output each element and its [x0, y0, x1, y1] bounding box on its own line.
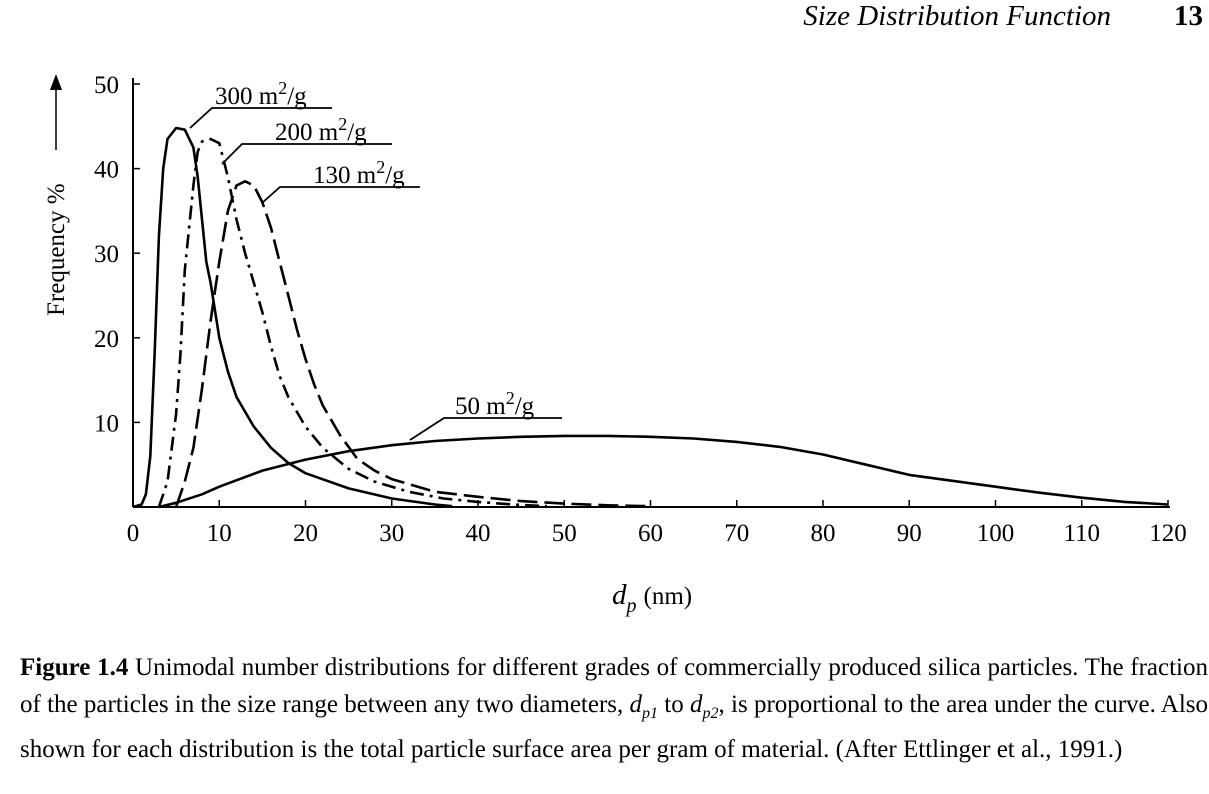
curve-label: 200 m2/g: [275, 114, 367, 146]
leader-line: [261, 186, 420, 204]
curve-label-sup: 2: [376, 157, 385, 177]
curve-label: 50 m2/g: [455, 388, 535, 420]
curve-label-sup: 2: [278, 78, 287, 98]
x-axis-label-sub: p: [625, 595, 637, 617]
x-tick-label: 70: [724, 520, 749, 547]
caption-sub-1: p1: [642, 704, 659, 722]
curve-label-sup: 2: [338, 114, 347, 134]
caption-sub-2: p2: [702, 704, 719, 722]
figure-label: Figure 1.4: [20, 654, 129, 681]
running-title: Size Distribution Function: [803, 0, 1111, 32]
x-tick-label: 10: [207, 520, 232, 547]
leader-line: [221, 143, 392, 165]
x-tick-label: 30: [379, 520, 404, 547]
chart-curves: [132, 126, 1169, 509]
x-axis-label-unit: (nm): [644, 583, 693, 610]
y-tick-label: 10: [94, 410, 119, 437]
y-tick-label: 40: [94, 157, 119, 184]
caption-var-1: d: [629, 690, 643, 718]
x-axis-label: dp (nm): [612, 579, 692, 617]
y-tick-label: 20: [94, 326, 119, 353]
x-tick-label: 90: [897, 520, 922, 547]
size-distribution-chart: 0 10 20 30 40 50 60 70 80 90 100 110 120 10 20 30 40 50 3…: [43, 72, 1187, 617]
leader-line: [189, 107, 332, 129]
curve-label-tail: /g: [347, 119, 367, 146]
series-curve-3: [158, 434, 1169, 509]
curve-label-sup: 2: [506, 388, 515, 408]
page-number: 13: [1174, 0, 1203, 32]
caption-text-1: Unimodal number distributions for differ…: [20, 654, 1208, 718]
curve-label: 130 m2/g: [313, 157, 405, 189]
caption-text-3: , is proportional to the area under the …: [20, 690, 1208, 764]
curve-label-tail: /g: [385, 162, 405, 189]
curve-label-tail: /g: [515, 393, 535, 420]
page-header: Size Distribution Function 13: [0, 0, 1209, 40]
x-tick-label: 0: [127, 520, 140, 547]
x-axis-label-var: d: [612, 579, 627, 611]
y-axis-arrow-head: [50, 74, 62, 90]
y-axis-label: Frequency %: [43, 183, 70, 316]
x-tick-label: 120: [1149, 520, 1187, 547]
curve-label-base: 130 m: [313, 162, 377, 189]
x-tick-label: 80: [811, 520, 836, 547]
chart-axes: 0 10 20 30 40 50 60 70 80 90 100 110 120 10 20 30 40 50: [50, 72, 1187, 547]
curve-label-base: 200 m: [275, 119, 339, 146]
curve-label: 300 m2/g: [215, 78, 307, 110]
figure-caption: Figure 1.4 Unimodal number distributions…: [20, 650, 1208, 769]
curve-label-base: 50 m: [455, 393, 506, 420]
series-curve-0: [132, 126, 453, 509]
leader-line: [409, 417, 562, 441]
x-tick-label: 20: [293, 520, 318, 547]
x-tick-label: 60: [638, 520, 663, 547]
y-tick-label: 50: [94, 72, 119, 99]
x-tick-label: 110: [1063, 520, 1100, 547]
series-curve-2: [174, 180, 651, 508]
caption-text-2: to: [658, 690, 691, 718]
series-curve-1: [157, 137, 548, 508]
caption-var-2: d: [690, 690, 703, 718]
x-tick-label: 40: [466, 520, 491, 547]
curve-label-tail: /g: [287, 83, 307, 110]
x-tick-label: 50: [552, 520, 577, 547]
curve-label-base: 300 m: [215, 83, 279, 110]
x-tick-label: 100: [977, 520, 1015, 547]
y-tick-label: 30: [94, 241, 119, 268]
